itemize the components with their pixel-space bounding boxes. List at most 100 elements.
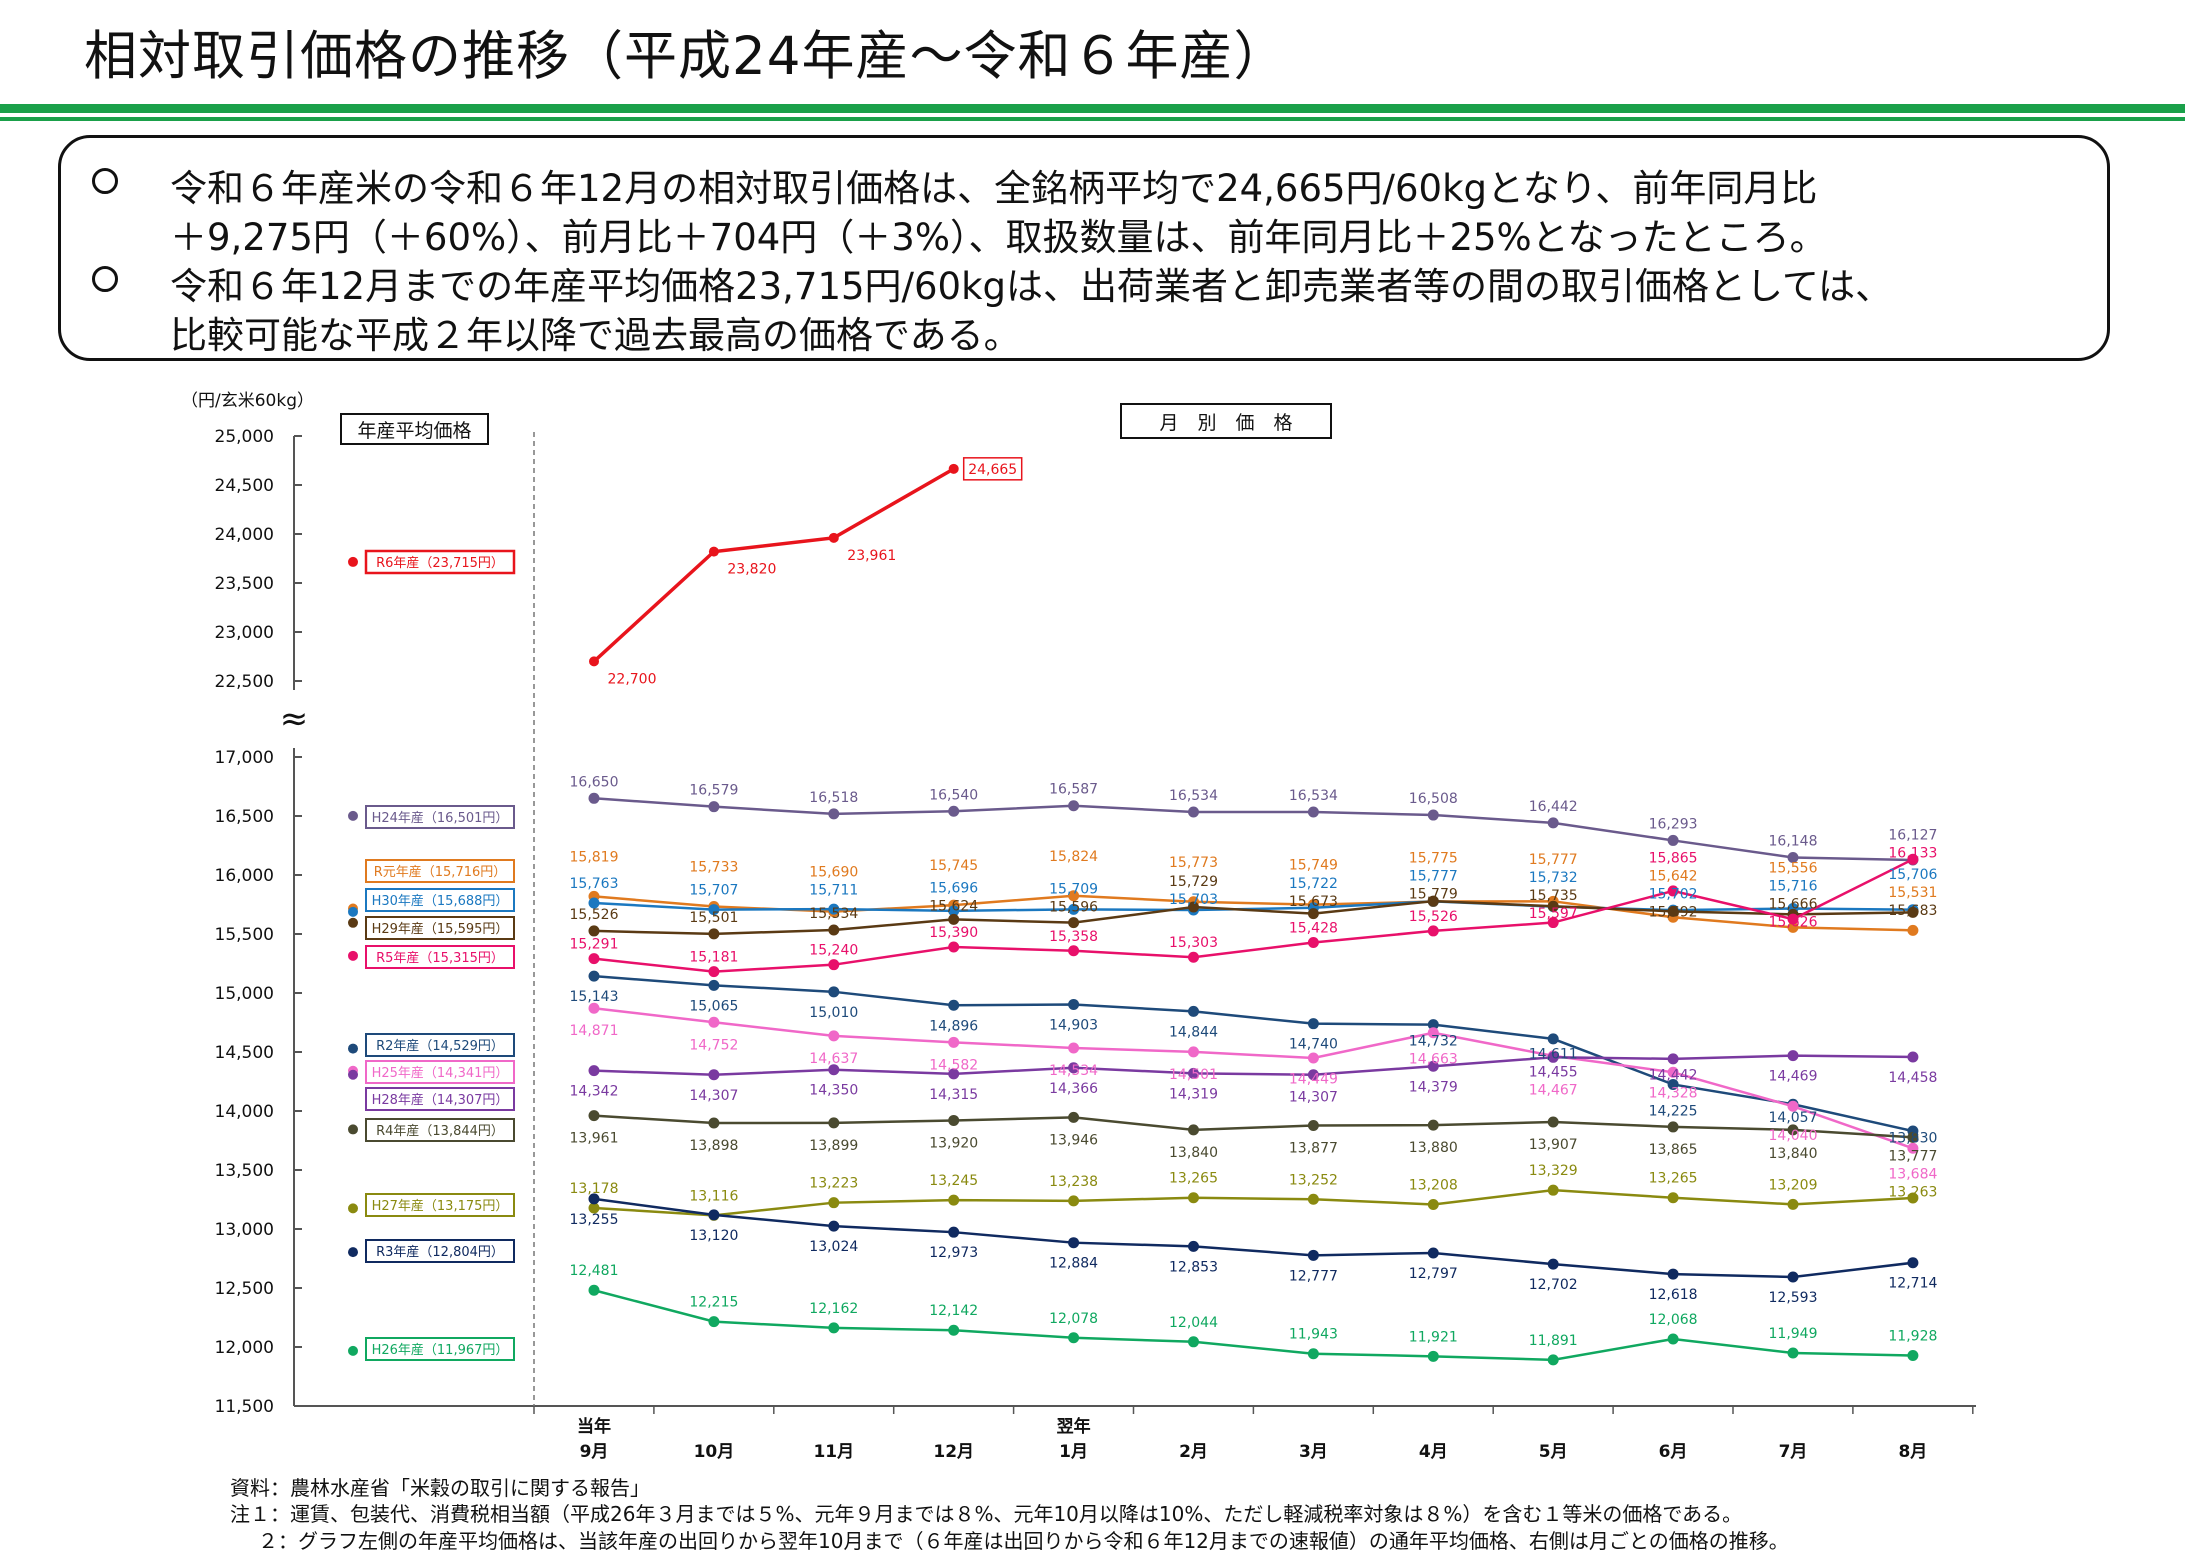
data-point — [1667, 1268, 1679, 1280]
annual-average-label-box — [364, 549, 516, 575]
annual-average-dot — [348, 1124, 358, 1135]
data-label: 14,467 — [1529, 1082, 1578, 1098]
series-line-H24年産 — [593, 797, 1913, 862]
data-point — [1547, 1184, 1559, 1196]
data-point — [1787, 913, 1799, 925]
series-line-H26年産 — [593, 1289, 1913, 1362]
annual-average-label: R5年産（15,315円） — [376, 950, 504, 966]
data-point — [1427, 1119, 1439, 1131]
page-title: 相対取引価格の推移（平成24年産～令和６年産） — [84, 26, 1288, 87]
data-label: 12,777 — [1289, 1268, 1338, 1284]
data-label: 15,181 — [689, 950, 738, 966]
x-tick-label: 11月 — [813, 1442, 854, 1462]
data-point — [1307, 908, 1319, 920]
data-point — [708, 1016, 720, 1028]
data-label: 13,865 — [1649, 1142, 1698, 1158]
series-line-R2年産 — [593, 974, 1914, 1133]
data-label: 16,540 — [929, 787, 978, 803]
data-point — [1547, 1116, 1559, 1128]
y-tick-label: 11,500 — [215, 1397, 274, 1417]
data-label: 13,238 — [1049, 1174, 1098, 1190]
data-point — [1068, 945, 1080, 957]
data-point — [708, 979, 720, 991]
data-point — [1188, 1192, 1199, 1204]
data-label: 14,307 — [689, 1088, 738, 1104]
annual-average-label: H24年産（16,501円） — [372, 810, 509, 826]
data-label: 15,690 — [809, 864, 858, 880]
data-label: 16,587 — [1049, 782, 1098, 798]
data-point — [1787, 1124, 1799, 1136]
data-label: 14,740 — [1289, 1037, 1338, 1053]
data-label: 15,526 — [570, 907, 619, 923]
data-point — [588, 1065, 600, 1077]
data-label: 16,133 — [1888, 846, 1937, 862]
x-tick-label: 8月 — [1898, 1442, 1927, 1462]
data-label: 13,178 — [570, 1181, 619, 1197]
y-tick-label: 12,500 — [215, 1279, 274, 1299]
data-label: 13,961 — [570, 1131, 619, 1147]
data-label: 15,143 — [570, 989, 619, 1005]
data-label: 13,255 — [570, 1212, 619, 1228]
x-tick-label: 10月 — [694, 1442, 735, 1462]
summary-box — [58, 135, 2110, 361]
annual-average-label: H26年産（11,967円） — [372, 1342, 509, 1358]
data-label: 16,650 — [570, 774, 619, 790]
data-point — [1547, 1051, 1559, 1063]
annual-average-label: H29年産（15,595円） — [372, 921, 509, 937]
data-point — [1188, 1336, 1199, 1348]
series-line-H29年産 — [593, 899, 1913, 936]
data-point — [1547, 1258, 1559, 1270]
data-label: 15,556 — [1769, 860, 1818, 876]
data-point — [948, 941, 960, 953]
series-line-R3年産 — [593, 1197, 1914, 1279]
data-label: 15,291 — [570, 937, 619, 953]
data-point — [828, 959, 840, 971]
data-point — [1547, 900, 1559, 912]
data-point — [1068, 1237, 1080, 1249]
data-label: 15,729 — [1169, 874, 1218, 890]
data-label: 11,891 — [1529, 1333, 1578, 1349]
data-label: 16,148 — [1769, 834, 1818, 850]
data-point — [828, 1322, 840, 1334]
y-tick-label: 22,500 — [215, 672, 274, 692]
data-label: 16,518 — [809, 790, 858, 806]
annual-average-dot — [348, 1069, 358, 1080]
data-point — [948, 1324, 960, 1336]
data-label: 14,844 — [1169, 1024, 1218, 1040]
data-label: 12,973 — [929, 1245, 978, 1261]
data-point — [1787, 1347, 1799, 1359]
data-label: 13,920 — [929, 1135, 978, 1151]
x-group-label: 当年 — [577, 1416, 611, 1437]
data-label: 15,692 — [1649, 904, 1698, 920]
data-label: 14,582 — [929, 1057, 978, 1073]
data-label: 14,501 — [1169, 1067, 1218, 1083]
y-tick-label: 14,000 — [215, 1102, 274, 1122]
data-label: 22,700 — [608, 671, 657, 687]
series-line-H30年産 — [593, 900, 1913, 913]
data-label: 15,824 — [1049, 849, 1098, 865]
data-point — [1068, 917, 1080, 929]
annual-average-label-box — [365, 1193, 515, 1217]
summary-line: 比較可能な平成２年以降で過去最高の価格である。 — [170, 314, 1021, 357]
data-label: 15,303 — [1169, 935, 1218, 951]
data-point — [1068, 1332, 1080, 1344]
data-label: 14,057 — [1769, 1110, 1818, 1126]
data-point — [708, 928, 720, 940]
series-line-R元年産 — [593, 894, 1913, 932]
y-tick-label: 24,000 — [215, 525, 274, 545]
annual-average-dot — [348, 1247, 358, 1258]
data-point — [948, 913, 960, 925]
data-point — [1787, 852, 1799, 864]
data-label: 15,777 — [1529, 852, 1578, 868]
x-tick-label: 1月 — [1059, 1442, 1088, 1462]
annual-average-label-box — [365, 859, 515, 883]
y-axis-unit: （円/玄米60kg） — [181, 391, 314, 411]
annual-average-dot — [348, 556, 358, 567]
data-label: 15,597 — [1529, 906, 1578, 922]
data-label: 14,307 — [1289, 1089, 1338, 1105]
data-point — [1907, 924, 1919, 936]
annual-average-label: R元年産（15,716円） — [374, 864, 507, 880]
annual-average-label-box — [365, 1033, 515, 1057]
data-point — [1667, 1333, 1679, 1345]
